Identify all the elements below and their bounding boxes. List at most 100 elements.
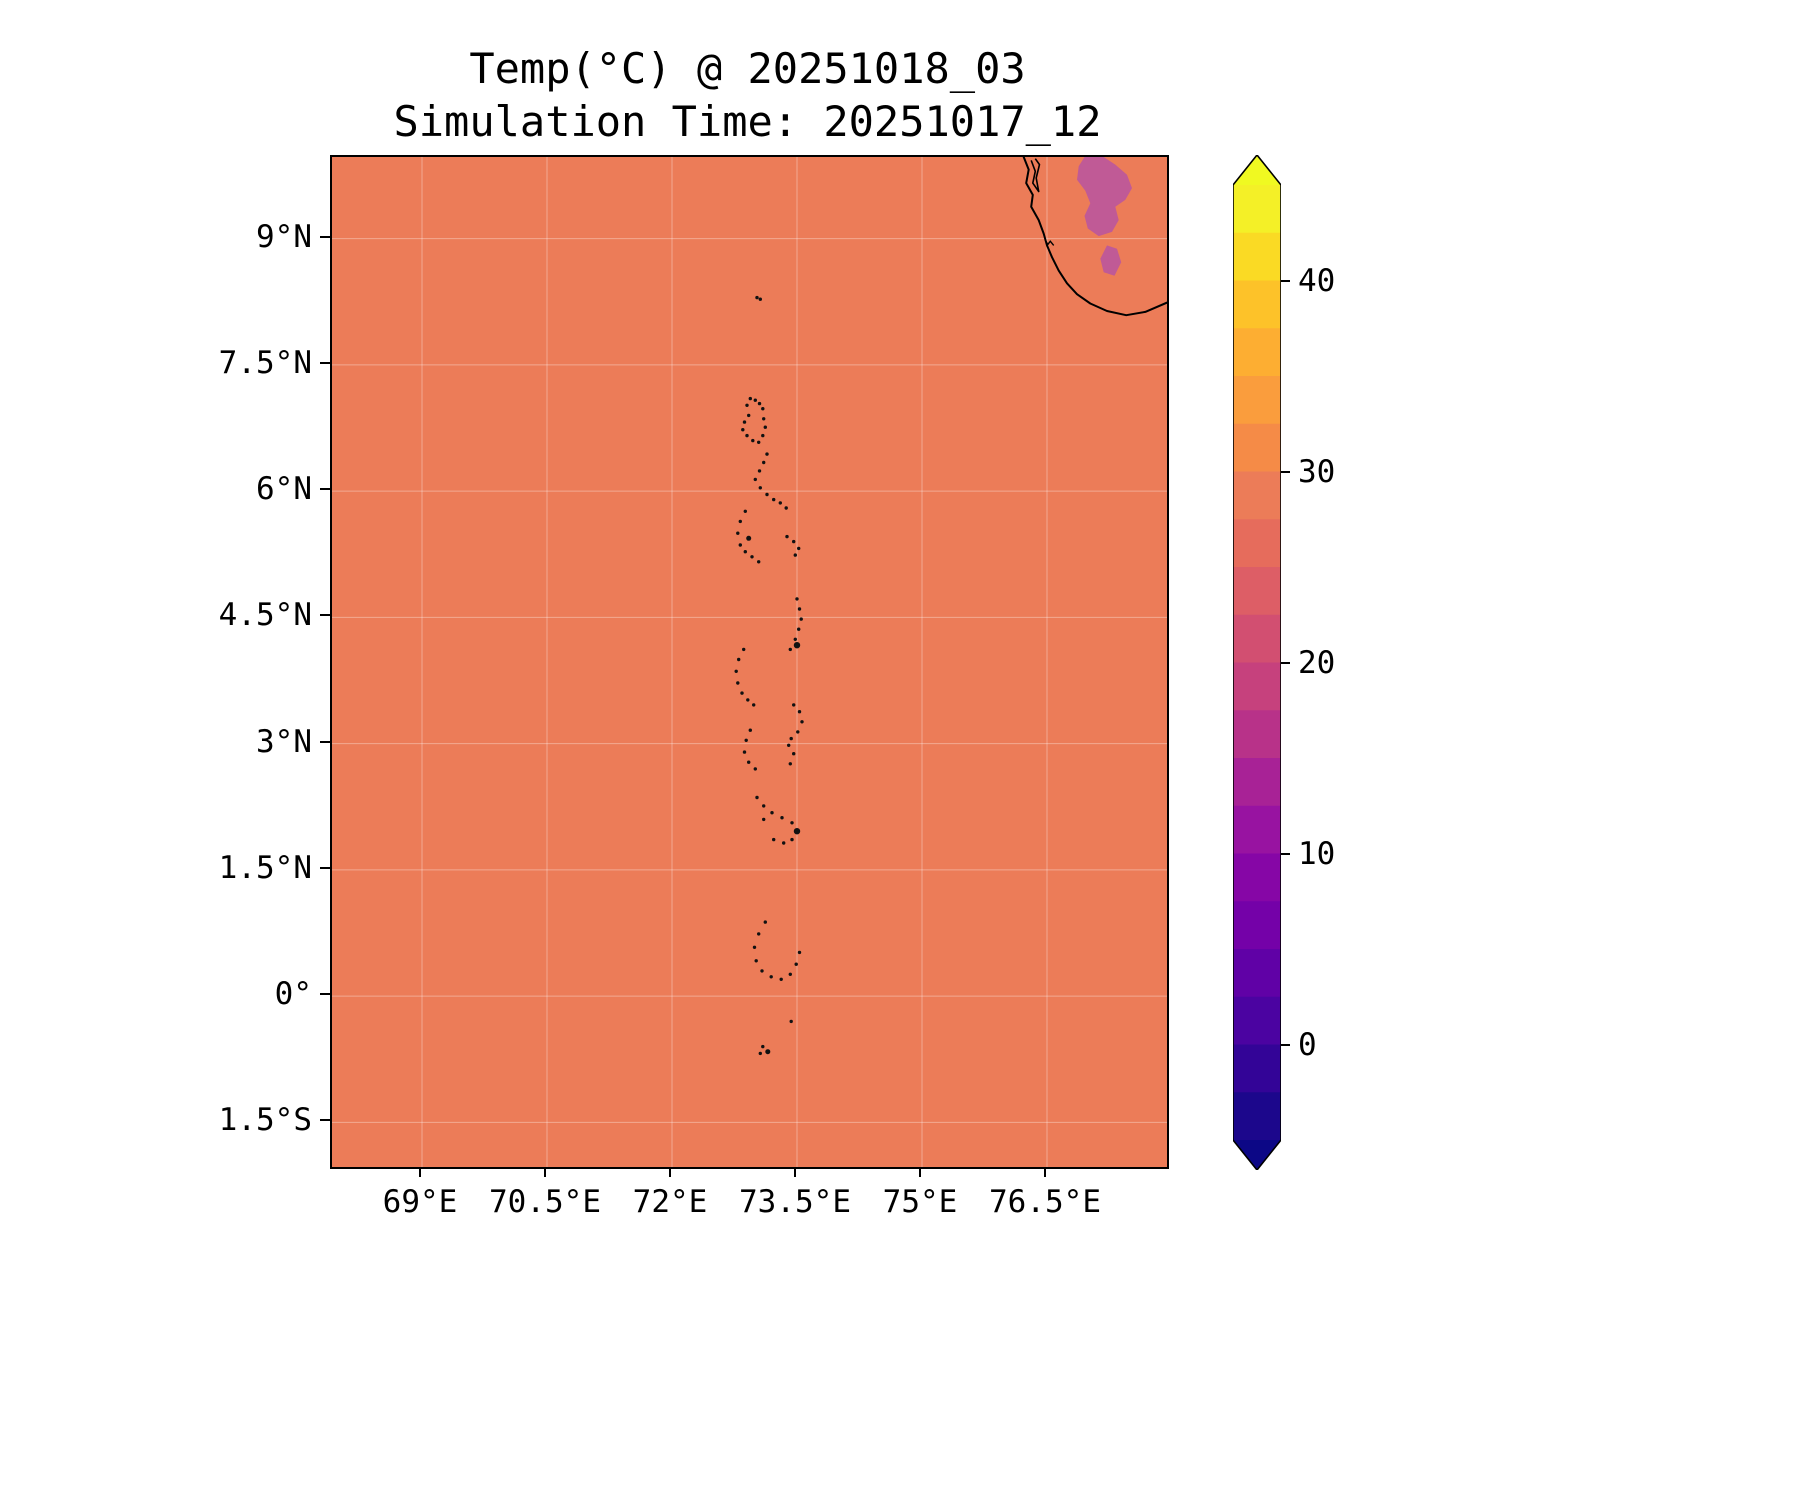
lake-outline: [1030, 158, 1041, 193]
island-dot: [797, 627, 801, 631]
y-tick: [320, 614, 330, 617]
island-dot: [745, 433, 749, 438]
y-tick-label: 4.5°N: [218, 597, 312, 634]
y-tick: [320, 1119, 330, 1122]
island-dot: [741, 428, 745, 432]
island-dot: [753, 398, 757, 402]
island-dot: [748, 396, 752, 401]
colorbar-extend-high: [1233, 155, 1281, 185]
island-dot: [796, 730, 800, 734]
island-dot: [778, 501, 782, 505]
colorbar-band: [1233, 901, 1281, 950]
coast-marks: [1044, 239, 1055, 246]
colorbar-band: [1233, 423, 1281, 473]
plot-subtitle: Simulation Time: 20251017_12: [393, 97, 1102, 146]
colorbar-band: [1233, 185, 1281, 234]
island-dot: [765, 492, 769, 497]
y-tick-label: 6°N: [256, 471, 312, 508]
colorbar-band: [1233, 996, 1281, 1046]
island-dot: [752, 945, 757, 949]
colorbar-band: [1233, 1092, 1281, 1141]
island-dot: [761, 433, 765, 438]
island-dot: [758, 297, 762, 301]
island-dot: [772, 497, 776, 502]
colorbar-band: [1233, 805, 1281, 855]
x-tick: [794, 1167, 796, 1177]
island-dot: [787, 743, 791, 747]
colorbar-tick-label: 30: [1298, 453, 1336, 490]
island-dot: [788, 972, 792, 976]
island-dot: [762, 417, 766, 421]
island-dot: [797, 546, 801, 551]
island-dot: [785, 534, 789, 539]
island-dot: [758, 486, 762, 490]
island-dot: [792, 752, 796, 756]
island-dot: [736, 531, 740, 535]
island-dot: [790, 837, 794, 842]
island-dot: [779, 977, 783, 981]
colorbar-tick-label: 10: [1298, 835, 1336, 872]
island-dot: [800, 720, 804, 724]
island-dot: [799, 617, 803, 621]
y-tick: [320, 361, 330, 364]
island-dot: [789, 1019, 793, 1024]
island-dot: [738, 543, 742, 547]
island-dot: [738, 519, 742, 524]
island-dot: [793, 828, 801, 835]
colorbar-svg: [1232, 153, 1282, 1172]
colorbar-band: [1233, 614, 1281, 664]
island-dot: [742, 420, 747, 424]
island-dot: [742, 750, 747, 754]
y-tick-label: 3°N: [256, 723, 312, 760]
island-dot: [746, 535, 752, 541]
island-dot: [751, 438, 755, 443]
land-temp-patch: [1100, 245, 1122, 276]
x-tick-label: 75°E: [882, 1184, 958, 1220]
island-dot: [757, 469, 762, 473]
island-dot: [765, 1049, 771, 1055]
colorbar-band: [1233, 567, 1281, 616]
y-tick: [320, 866, 330, 869]
x-tick: [919, 1167, 921, 1177]
colorbar-tick: [1281, 661, 1290, 664]
island-dot: [793, 637, 797, 641]
colorbar-tick-label: 40: [1298, 262, 1336, 299]
map-plot: [330, 155, 1169, 1169]
y-tick: [320, 235, 330, 238]
island-dot: [734, 669, 738, 673]
colorbar-band: [1233, 471, 1281, 520]
colorbar-band: [1233, 949, 1281, 998]
island-dot: [793, 553, 797, 557]
y-tick-label: 7.5°N: [218, 344, 312, 381]
island-dot: [794, 962, 798, 966]
island-dot: [740, 691, 744, 695]
x-tick-label: 72°E: [632, 1184, 708, 1220]
island-dot: [761, 407, 765, 411]
island-dot: [797, 950, 802, 955]
island-dot: [797, 710, 802, 714]
land-temp-patch: [1077, 157, 1132, 237]
island-dot: [758, 1051, 762, 1056]
x-tick: [419, 1167, 421, 1177]
island-dot: [792, 539, 796, 544]
island-dot: [770, 811, 774, 815]
colorbar-band: [1233, 1044, 1281, 1093]
colorbar: [1232, 153, 1282, 1172]
island-dot: [757, 932, 761, 936]
colorbar-band: [1233, 662, 1281, 711]
island-dot: [757, 560, 761, 564]
x-tick-label: 76.5°E: [989, 1184, 1101, 1220]
island-dot: [797, 607, 802, 611]
island-dot: [772, 837, 776, 842]
island-dot: [736, 681, 740, 685]
colorbar-tick: [1281, 852, 1290, 855]
island-dot: [789, 736, 793, 741]
colorbar-band: [1233, 328, 1281, 377]
island-dot: [752, 703, 756, 707]
island-dot: [762, 460, 766, 465]
colorbar-band: [1233, 758, 1281, 807]
x-tick: [669, 1167, 671, 1177]
x-tick-label: 70.5°E: [489, 1184, 601, 1220]
island-dot: [784, 506, 788, 510]
